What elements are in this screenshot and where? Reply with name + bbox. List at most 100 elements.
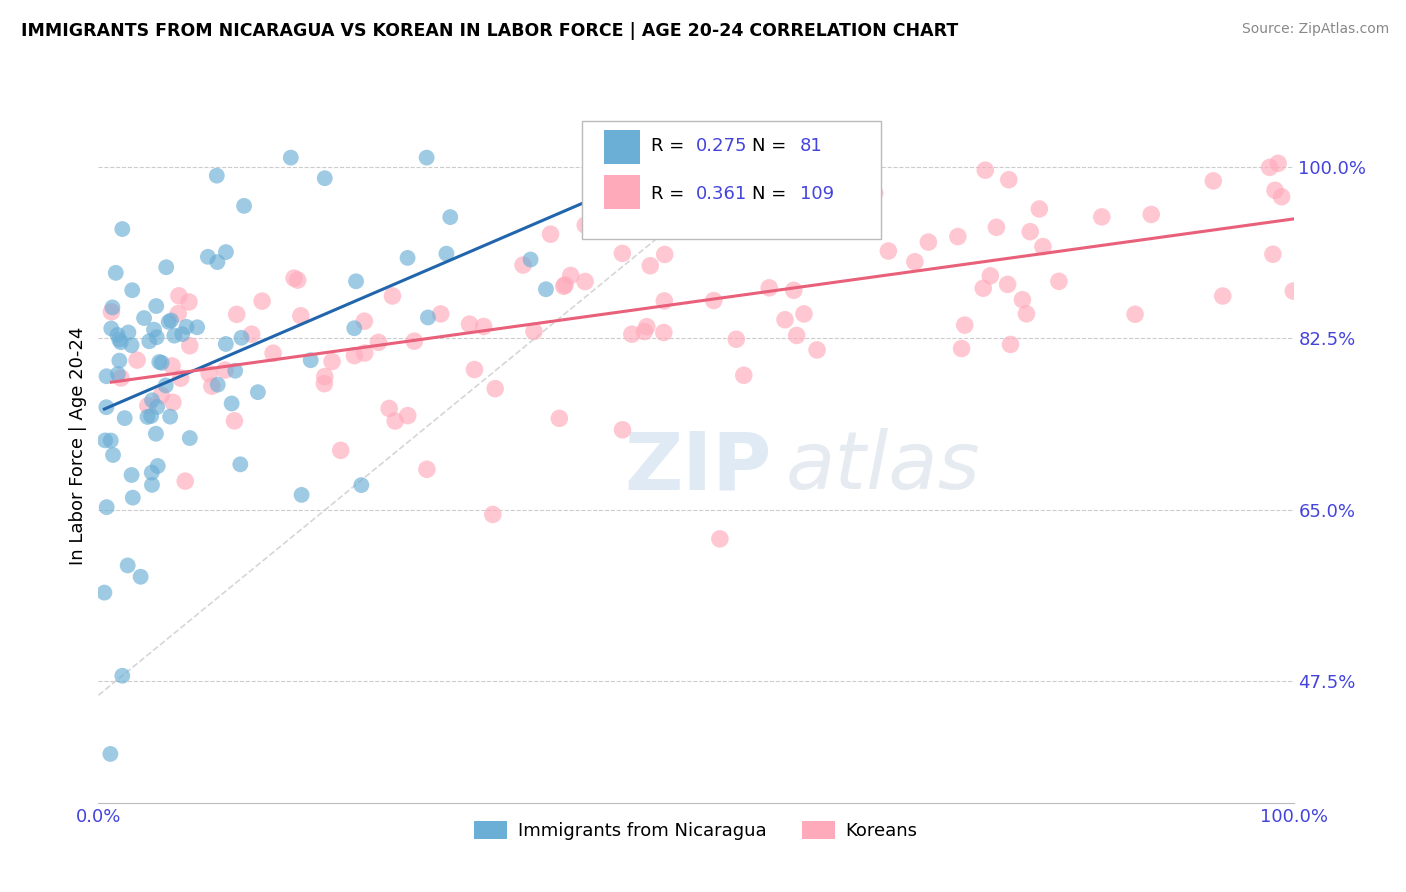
Point (283, 271, 305, 285)
Text: 0.275: 0.275 (696, 137, 748, 155)
Point (177, 295, 200, 310)
Point (343, 321, 366, 335)
Point (314, 369, 336, 384)
Point (793, 307, 815, 321)
Point (159, 409, 181, 424)
FancyBboxPatch shape (605, 175, 640, 209)
Point (314, 376, 336, 391)
Point (205, 169, 228, 183)
Point (396, 251, 419, 265)
Point (96, 401, 118, 415)
Point (953, 318, 976, 332)
Point (160, 313, 183, 327)
Point (121, 283, 143, 297)
Point (110, 371, 132, 385)
Point (429, 307, 451, 321)
Point (553, 279, 575, 293)
Point (1028, 202, 1050, 216)
Point (287, 273, 309, 287)
Point (141, 478, 163, 492)
Point (396, 409, 419, 423)
Text: 0.361: 0.361 (696, 185, 747, 202)
Point (630, 210, 652, 224)
Point (150, 356, 173, 370)
Point (638, 259, 661, 273)
Point (796, 172, 818, 186)
Point (1267, 156, 1289, 170)
Point (620, 197, 643, 211)
Point (786, 328, 808, 343)
Point (224, 364, 246, 378)
Point (96, 500, 118, 515)
Point (783, 283, 806, 297)
Point (132, 311, 155, 326)
Point (950, 342, 973, 356)
Point (733, 368, 755, 383)
Point (904, 254, 927, 268)
Point (574, 218, 596, 232)
Point (148, 355, 170, 369)
Point (481, 508, 505, 522)
Point (101, 448, 124, 462)
Point (172, 327, 194, 342)
Point (877, 244, 900, 258)
Point (1140, 207, 1163, 221)
Point (703, 293, 725, 308)
Text: ZIP: ZIP (624, 428, 772, 507)
Point (155, 378, 177, 392)
Point (620, 327, 643, 342)
Point (1019, 225, 1042, 239)
Point (378, 401, 401, 416)
Point (179, 339, 201, 353)
Point (321, 354, 343, 368)
Point (160, 359, 183, 373)
Point (136, 399, 159, 413)
Point (997, 277, 1019, 292)
Point (121, 468, 143, 483)
Point (1264, 183, 1286, 197)
Point (612, 423, 634, 437)
Point (1015, 307, 1038, 321)
Point (98, 747, 122, 761)
Point (221, 396, 243, 410)
Point (612, 246, 634, 260)
Point (1032, 239, 1054, 253)
Point (215, 245, 238, 260)
Point (974, 163, 997, 178)
Point (108, 333, 131, 347)
Point (1000, 337, 1022, 351)
Point (384, 414, 406, 428)
Point (114, 411, 136, 425)
Point (179, 431, 201, 445)
Point (540, 227, 562, 242)
Point (225, 307, 247, 321)
Point (707, 151, 730, 165)
Point (207, 377, 229, 392)
Text: N =: N = (752, 185, 792, 202)
Point (709, 532, 731, 546)
Point (157, 315, 180, 329)
Point (633, 325, 655, 339)
Point (844, 151, 866, 165)
Point (104, 266, 127, 280)
Point (1047, 274, 1070, 288)
Point (416, 310, 439, 325)
Point (458, 317, 481, 331)
Text: Source: ZipAtlas.com: Source: ZipAtlas.com (1241, 22, 1389, 37)
Point (350, 478, 373, 492)
Point (404, 334, 426, 348)
Point (117, 558, 139, 573)
Point (1123, 307, 1146, 321)
Point (720, 222, 742, 236)
Point (472, 319, 495, 334)
Point (353, 346, 375, 360)
Point (111, 669, 134, 683)
Point (463, 362, 485, 376)
Text: IMMIGRANTS FROM NICARAGUA VS KOREAN IN LABOR FORCE | AGE 20-24 CORRELATION CHART: IMMIGRANTS FROM NICARAGUA VS KOREAN IN L… (21, 22, 959, 40)
Point (997, 173, 1019, 187)
Point (170, 371, 193, 385)
Point (117, 326, 139, 340)
Point (108, 353, 131, 368)
Point (1258, 161, 1281, 175)
Point (548, 411, 571, 425)
